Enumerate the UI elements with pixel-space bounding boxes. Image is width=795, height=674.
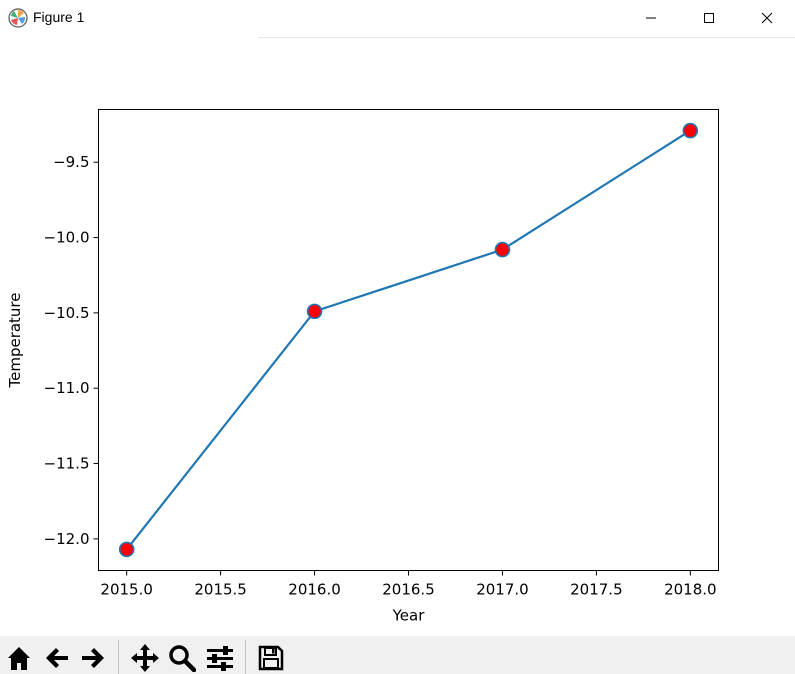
minimize-button[interactable]: [622, 0, 680, 36]
navigation-toolbar: [0, 636, 795, 674]
y-tick-label: −10.5: [44, 304, 90, 322]
floppy-icon: [258, 645, 284, 671]
x-tick-label: 2016.5: [382, 581, 435, 599]
x-axis-label: Year: [392, 607, 426, 625]
x-tick-label: 2017.5: [570, 581, 623, 599]
zoom-button[interactable]: [167, 642, 197, 674]
toolbar-separator: [118, 640, 119, 674]
data-point: [682, 122, 699, 139]
magnifier-icon: [169, 645, 196, 672]
maximize-icon: [704, 13, 714, 23]
line-chart: 2015.0 2015.5 2016.0 2016.5 2017.0 2017.5 2018…: [6, 109, 719, 625]
y-tick-label: −11.5: [44, 455, 90, 473]
x-tick-label: 2015.0: [100, 581, 153, 599]
x-tick-label: 2018.0: [664, 581, 717, 599]
y-tick-label: −9.5: [53, 153, 89, 171]
maximize-button[interactable]: [680, 0, 738, 36]
move-icon: [131, 644, 159, 672]
toolbar-separator: [245, 640, 246, 674]
pan-button[interactable]: [130, 642, 160, 674]
titlebar-divider: [258, 37, 795, 38]
y-tick-label: −11.0: [44, 379, 90, 397]
minimize-icon: [646, 17, 656, 19]
x-tick-label: 2016.0: [288, 581, 341, 599]
matplotlib-logo-icon: [8, 8, 28, 28]
arrow-left-icon: [46, 648, 68, 668]
x-tick-label: 2017.0: [476, 581, 529, 599]
back-button[interactable]: [42, 642, 72, 674]
data-point: [306, 303, 323, 320]
data-point: [118, 541, 135, 558]
x-tick-label: 2015.5: [194, 581, 247, 599]
y-tick-label: −10.0: [44, 229, 90, 247]
save-button[interactable]: [256, 642, 286, 674]
arrow-right-icon: [82, 648, 104, 668]
figure-canvas[interactable]: 2015.0 2015.5 2016.0 2016.5 2017.0 2017.5 2018…: [0, 38, 795, 636]
series-line: [125, 129, 691, 551]
y-axis-label: Temperature: [6, 292, 24, 388]
axes-frame: [98, 109, 719, 571]
y-tick-label: −12.0: [44, 530, 90, 548]
close-button[interactable]: [738, 0, 795, 36]
forward-button[interactable]: [78, 642, 108, 674]
configure-subplots-button[interactable]: [205, 642, 235, 674]
window-title: Figure 1: [33, 9, 85, 25]
close-icon: [761, 12, 773, 24]
home-button[interactable]: [4, 642, 34, 674]
home-icon: [8, 647, 30, 670]
sliders-icon: [207, 646, 233, 671]
window-titlebar: Figure 1: [0, 0, 795, 38]
data-point: [494, 241, 511, 258]
